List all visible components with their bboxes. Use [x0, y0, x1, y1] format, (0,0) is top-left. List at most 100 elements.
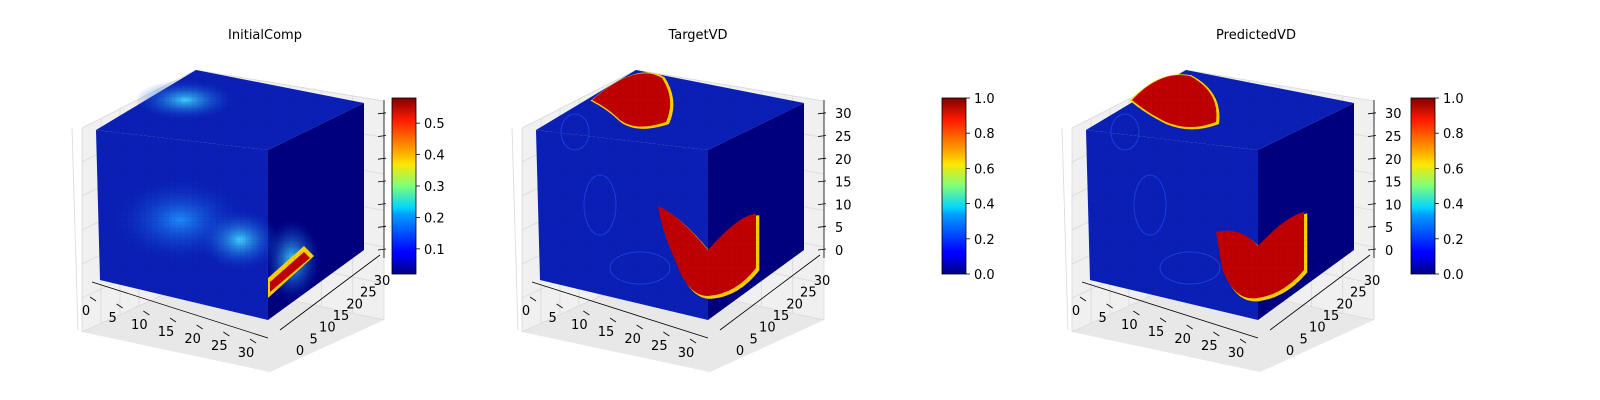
z-tick-mark [817, 248, 827, 251]
z-tick-mark [377, 112, 387, 115]
colorbar [391, 97, 417, 275]
panel-title: InitialComp [228, 28, 302, 43]
x-tick-label: 20 [1174, 332, 1191, 347]
y-axis-line [719, 254, 821, 331]
voxel-grid [96, 130, 268, 320]
z-tick-label: 30 [835, 107, 852, 122]
colorbar-tick-label: 0.4 [1443, 198, 1464, 213]
x-axis-line [91, 281, 269, 339]
y-tick-label: 0 [1286, 344, 1294, 359]
colorbar-tick-label: 0.0 [1443, 268, 1464, 283]
x-tick-label: 25 [651, 339, 668, 354]
colorbar-tick-label: 0.4 [974, 198, 995, 213]
x-tick-mark [583, 310, 590, 316]
x-tick-label: 25 [211, 339, 228, 354]
colorbar [1410, 97, 1436, 275]
z-tick-mark [817, 180, 827, 183]
z-tick-label: 25 [1385, 130, 1402, 145]
z-tick-mark [1367, 157, 1377, 160]
y-axis-line [279, 254, 381, 331]
colorbar [941, 97, 967, 275]
z-tick-mark [377, 225, 387, 228]
colorbar-tick-label: 0.1 [424, 243, 445, 258]
voxel-grid [96, 70, 364, 150]
x-tick-mark [636, 324, 643, 330]
colorbar-tick-label: 0.0 [974, 268, 995, 283]
x-tick-label: 0 [522, 304, 530, 319]
grid-line [1185, 69, 1375, 102]
x-tick-mark [1133, 310, 1140, 316]
y-tick-label: 5 [1300, 332, 1308, 347]
z-tick-mark [377, 135, 387, 137]
y-tick-label: 10 [319, 321, 336, 336]
x-tick-label: 25 [1201, 339, 1218, 354]
z-tick-label: 25 [835, 130, 852, 145]
y-tick-label: 5 [310, 332, 318, 347]
colorbar-tick-label: 0.6 [974, 162, 995, 177]
x-tick-label: 30 [1228, 346, 1245, 361]
y-tick-label: 30 [374, 274, 391, 289]
voxel-grid [1086, 70, 1354, 150]
y-tick-label: 20 [1336, 297, 1353, 312]
colorbar-tick-label: 0.8 [1443, 127, 1464, 142]
z-tick-mark [377, 248, 387, 251]
x-tick-label: 5 [109, 311, 117, 326]
y-tick-label: 25 [1350, 286, 1367, 301]
grid-line [195, 69, 385, 102]
z-tick-label: 10 [835, 198, 852, 213]
x-axis-line [531, 281, 709, 339]
x-tick-label: 15 [158, 325, 175, 340]
x-tick-label: 30 [238, 346, 255, 361]
x-tick-mark [1079, 296, 1087, 302]
x-tick-label: 15 [1148, 325, 1165, 340]
x-tick-mark [143, 310, 150, 316]
z-tick-label: 10 [1385, 198, 1402, 213]
y-tick-label: 20 [786, 297, 803, 312]
frame-edge [1061, 127, 1069, 331]
voxel-grid [536, 70, 804, 150]
z-tick-label: 20 [1385, 153, 1402, 168]
x-tick-mark [223, 331, 230, 337]
z-tick-mark [1367, 225, 1377, 228]
x-tick-label: 10 [131, 318, 148, 333]
x-tick-label: 15 [598, 325, 615, 340]
colorbar-tick-label: 1.0 [1443, 92, 1464, 107]
x-tick-mark [556, 303, 563, 309]
colorbar-tick-label: 0.2 [974, 233, 995, 248]
colorbar-tick-label: 1.0 [974, 92, 995, 107]
x-axis-line [1081, 281, 1259, 339]
colorbar-tick-label: 0.2 [1443, 233, 1464, 248]
colorbar-tick-label: 0.2 [424, 211, 445, 226]
z-tick-mark [1367, 135, 1377, 137]
y-tick-label: 30 [814, 274, 831, 289]
voxel-grid [268, 103, 364, 320]
voxel-grid [1086, 130, 1258, 320]
z-tick-mark [817, 203, 827, 205]
x-tick-mark [116, 303, 123, 309]
x-tick-mark [249, 338, 257, 344]
x-tick-label: 20 [184, 332, 201, 347]
x-tick-mark [689, 338, 697, 344]
x-tick-label: 5 [1099, 311, 1107, 326]
z-tick-label: 15 [1385, 176, 1402, 191]
z-tick-mark [377, 180, 387, 183]
frame-edge [511, 127, 519, 331]
colorbar-tick-label: 0.3 [424, 180, 445, 195]
z-tick-label: 30 [1385, 107, 1402, 122]
z-tick-label: 0 [835, 244, 843, 259]
z-tick-mark [1367, 180, 1377, 183]
y-tick-label: 0 [736, 344, 744, 359]
x-tick-label: 10 [1121, 318, 1138, 333]
x-tick-mark [89, 296, 97, 302]
y-tick-label: 25 [800, 286, 817, 301]
x-tick-label: 10 [571, 318, 588, 333]
x-tick-mark [1106, 303, 1113, 309]
y-tick-label: 10 [759, 321, 776, 336]
x-tick-mark [1159, 317, 1167, 323]
z-tick-mark [817, 157, 827, 160]
colorbar-tick-label: 0.4 [424, 149, 445, 164]
frame-edge [71, 127, 79, 331]
x-tick-mark [663, 331, 670, 337]
x-tick-label: 20 [624, 332, 641, 347]
panel-title: PredictedVD [1216, 28, 1296, 43]
